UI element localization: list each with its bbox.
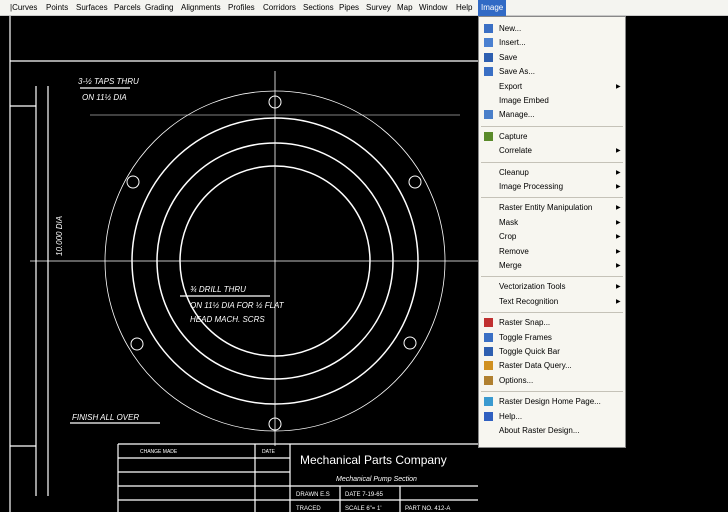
- image-menu: New... Insert... Save Save As... Export ▶ Imag…: [478, 16, 626, 448]
- menu-option[interactable]: Remove: [499, 247, 529, 256]
- menu-item[interactable]: Points: [46, 3, 68, 12]
- menu-option[interactable]: Crop: [499, 232, 516, 241]
- company-name: Mechanical Parts Company: [300, 453, 447, 467]
- menu-option[interactable]: Cleanup: [499, 168, 529, 177]
- menu-option[interactable]: Image Embed: [499, 96, 549, 105]
- menu-option[interactable]: Save: [499, 53, 517, 62]
- title-block-text: DRAWN E.S: [296, 492, 330, 498]
- submenu-arrow: ▶: [616, 262, 621, 269]
- menu-option[interactable]: Mask: [499, 218, 518, 227]
- menu-icon: [484, 110, 493, 119]
- menu-option[interactable]: New...: [499, 24, 521, 33]
- menu-icon: [484, 24, 493, 33]
- part-name: Mechanical Pump Section: [336, 476, 417, 483]
- submenu-arrow: ▶: [616, 169, 621, 176]
- menu-icon: [484, 412, 493, 421]
- title-block-text: DATE 7-19-65: [345, 492, 384, 498]
- menu-icon: [484, 67, 493, 76]
- note: ON 11½ DIA: [82, 93, 127, 102]
- menu-icon: [484, 347, 493, 356]
- drawing-lines: [10, 16, 480, 512]
- menu-item[interactable]: Survey: [366, 3, 391, 12]
- menu-item[interactable]: Corridors: [263, 3, 296, 12]
- menu-separator: [481, 197, 623, 198]
- note: 10.000 DIA: [55, 216, 64, 256]
- submenu-arrow: ▶: [616, 298, 621, 305]
- submenu-arrow: ▶: [616, 219, 621, 226]
- menu-item[interactable]: Pipes: [339, 3, 359, 12]
- title-block-text: SCALE 6"= 1': [345, 506, 381, 512]
- menu-option[interactable]: Merge: [499, 261, 522, 270]
- submenu-arrow: ▶: [616, 283, 621, 290]
- menu-icon: [484, 376, 493, 385]
- menu-item[interactable]: Alignments: [181, 3, 221, 12]
- menu-item[interactable]: Help: [456, 3, 472, 12]
- menu-icon: [484, 318, 493, 327]
- submenu-arrow: ▶: [616, 248, 621, 255]
- note: FINISH ALL OVER: [72, 413, 139, 422]
- submenu-arrow: ▶: [616, 204, 621, 211]
- menu-option[interactable]: Toggle Frames: [499, 333, 552, 342]
- menu-option[interactable]: About Raster Design...: [499, 426, 579, 435]
- screen: |Curves Points Surfaces Parcels Grading Align…: [0, 0, 728, 512]
- title-block-text: CHANGE MADE: [140, 449, 178, 455]
- note: ¾ DRILL THRU: [190, 285, 246, 294]
- menu-item[interactable]: Sections: [303, 3, 334, 12]
- menu-item[interactable]: Surfaces: [76, 3, 108, 12]
- menu-bar: |Curves Points Surfaces Parcels Grading Align…: [0, 0, 728, 16]
- title-block-text: PART NO. 412-A: [405, 506, 450, 512]
- submenu-arrow: ▶: [616, 83, 621, 90]
- menu-separator: [481, 391, 623, 392]
- menu-option[interactable]: Image Processing: [499, 182, 563, 191]
- submenu-arrow: ▶: [616, 233, 621, 240]
- menu-option[interactable]: Raster Snap...: [499, 318, 550, 327]
- menu-option[interactable]: Export: [499, 82, 522, 91]
- menu-separator: [481, 312, 623, 313]
- menu-icon: [484, 38, 493, 47]
- menu-option[interactable]: Manage...: [499, 110, 535, 119]
- menu-option[interactable]: Text Recognition: [499, 297, 558, 306]
- menu-item[interactable]: Map: [397, 3, 413, 12]
- menu-icon: [484, 53, 493, 62]
- menu-option[interactable]: Capture: [499, 132, 527, 141]
- menu-item[interactable]: Window: [419, 3, 447, 12]
- title-block-text: TRACED: [296, 506, 321, 512]
- menu-item[interactable]: Parcels: [114, 3, 141, 12]
- menu-icon: [484, 333, 493, 342]
- menu-option[interactable]: Options...: [499, 376, 533, 385]
- menu-option[interactable]: Raster Data Query...: [499, 361, 572, 370]
- menu-option[interactable]: Help...: [499, 412, 522, 421]
- note: HEAD MACH. SCRS: [190, 315, 265, 324]
- menu-separator: [481, 162, 623, 163]
- menu-item[interactable]: Image: [478, 0, 506, 16]
- submenu-arrow: ▶: [616, 183, 621, 190]
- menu-option[interactable]: Toggle Quick Bar: [499, 347, 560, 356]
- menu-item[interactable]: Grading: [145, 3, 173, 12]
- menu-option[interactable]: Raster Design Home Page...: [499, 397, 601, 406]
- menu-separator: [481, 276, 623, 277]
- menu-option[interactable]: Save As...: [499, 67, 535, 76]
- menu-option[interactable]: Correlate: [499, 146, 532, 155]
- menu-icon: [484, 397, 493, 406]
- menu-option[interactable]: Vectorization Tools: [499, 282, 566, 291]
- menu-option[interactable]: Insert...: [499, 38, 526, 47]
- menu-item[interactable]: Profiles: [228, 3, 255, 12]
- note: ON 11½ DIA FOR ½ FLAT: [190, 301, 285, 310]
- menu-icon: [484, 132, 493, 141]
- menu-icon: [484, 361, 493, 370]
- menu-item[interactable]: |Curves: [10, 3, 37, 12]
- title-block-text: DATE: [262, 449, 276, 455]
- menu-option[interactable]: Raster Entity Manipulation: [499, 203, 592, 212]
- submenu-arrow: ▶: [616, 147, 621, 154]
- note: 3-½ TAPS THRU: [78, 77, 139, 86]
- menu-separator: [481, 126, 623, 127]
